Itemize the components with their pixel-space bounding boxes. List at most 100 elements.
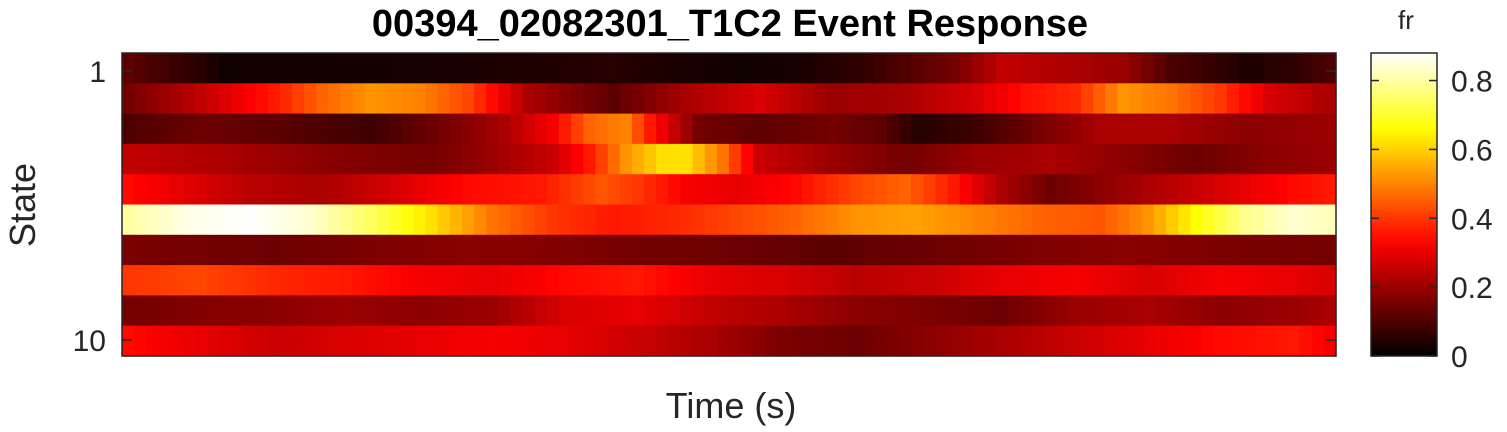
heatmap-cell — [656, 113, 669, 145]
heatmap-cell — [789, 204, 803, 236]
heatmap-cell — [437, 265, 451, 296]
heatmap-cell — [267, 295, 281, 327]
heatmap-cell — [1226, 295, 1240, 327]
heatmap-cell — [1178, 295, 1191, 327]
heatmap-cell — [911, 295, 924, 327]
heatmap-row-state-4 — [122, 143, 1337, 175]
heatmap-cell — [352, 204, 366, 236]
heatmap-cell — [996, 234, 1009, 266]
heatmap-cell — [656, 295, 669, 327]
heatmap-cell — [1202, 295, 1216, 327]
heatmap-cell — [534, 83, 548, 115]
heatmap-cell — [449, 83, 463, 115]
heatmap-cell — [971, 143, 985, 175]
heatmap-cell — [486, 234, 499, 266]
heatmap-cell — [182, 113, 196, 145]
heatmap-cell — [813, 265, 827, 296]
heatmap-cell — [279, 325, 293, 357]
heatmap-cell — [741, 204, 754, 236]
heatmap-cell — [898, 295, 912, 327]
heatmap-cell — [1081, 174, 1094, 206]
heatmap-cell — [862, 204, 876, 236]
heatmap-cell — [243, 83, 257, 115]
heatmap-cell — [886, 295, 900, 327]
heatmap-cell — [813, 53, 827, 84]
heatmap-cell — [862, 113, 876, 145]
heatmap-cell — [1117, 113, 1131, 145]
heatmap-cell — [838, 143, 851, 175]
heatmap-cell — [534, 234, 548, 266]
heatmap-cell — [971, 295, 985, 327]
heatmap-cell — [1166, 204, 1179, 236]
heatmap-cell — [122, 174, 135, 206]
heatmap-cell — [498, 113, 512, 145]
heatmap-cell — [886, 113, 900, 145]
heatmap-cell — [680, 234, 694, 266]
x-axis-label: Time (s) — [666, 385, 797, 426]
heatmap-row-state-6 — [122, 204, 1337, 236]
heatmap-cell — [231, 204, 244, 236]
heatmap-cell — [656, 83, 669, 115]
heatmap-cell — [1008, 113, 1021, 145]
heatmap-cell — [194, 174, 208, 206]
heatmap-cell — [1202, 113, 1216, 145]
heatmap-cell — [559, 295, 572, 327]
heatmap-cell — [134, 325, 147, 357]
heatmap-cell — [559, 113, 572, 145]
heatmap-cell — [243, 234, 257, 266]
heatmap-cell — [122, 204, 135, 236]
heatmap-cell — [935, 83, 949, 115]
heatmap-cell — [219, 113, 232, 145]
heatmap-cell — [425, 325, 439, 357]
heatmap-cell — [874, 53, 888, 84]
heatmap-cell — [729, 265, 742, 296]
heatmap-cell — [134, 265, 147, 296]
heatmap-cell — [716, 234, 730, 266]
heatmap-cell — [425, 174, 439, 206]
heatmap-row-state-8 — [122, 265, 1337, 296]
heatmap-cell — [194, 234, 208, 266]
heatmap-cell — [571, 143, 584, 175]
heatmap-cell — [753, 265, 767, 296]
heatmap-cell — [826, 204, 839, 236]
heatmap-cell — [474, 204, 487, 236]
heatmap-cell — [644, 83, 657, 115]
heatmap-cell — [1081, 295, 1094, 327]
heatmap-cell — [219, 204, 232, 236]
heatmap-cell — [1311, 265, 1325, 296]
heatmap-cell — [376, 174, 390, 206]
heatmap-cell — [595, 143, 609, 175]
heatmap-cell — [947, 295, 961, 327]
heatmap-cell — [631, 53, 645, 84]
heatmap-cell — [1214, 295, 1228, 327]
heatmap-cell — [923, 234, 936, 266]
heatmap-cell — [850, 204, 864, 236]
heatmap-cell — [753, 204, 767, 236]
heatmap-cell — [376, 325, 390, 357]
heatmap-cell — [291, 265, 305, 296]
heatmap-cell — [607, 174, 621, 206]
heatmap-cell — [729, 53, 742, 84]
heatmap-cell — [1263, 295, 1276, 327]
heatmap-cell — [182, 325, 196, 357]
heatmap-cell — [1105, 234, 1119, 266]
heatmap-cell — [1020, 234, 1034, 266]
heatmap-cell — [267, 113, 281, 145]
heatmap-cell — [194, 53, 208, 84]
heatmap-cell — [559, 143, 572, 175]
heatmap-cell — [631, 174, 645, 206]
heatmap-cell — [474, 83, 487, 115]
heatmap-cell — [1117, 143, 1131, 175]
heatmap-cell — [1068, 204, 1082, 236]
heatmap-cell — [874, 234, 888, 266]
heatmap-cell — [1251, 295, 1264, 327]
heatmap-cell — [267, 83, 281, 115]
heatmap-cell — [486, 83, 499, 115]
heatmap-cell — [1068, 113, 1082, 145]
heatmap-cell — [1056, 204, 1070, 236]
heatmap-cell — [753, 295, 767, 327]
heatmap-cell — [304, 53, 317, 84]
heatmap-cell — [194, 83, 208, 115]
heatmap-cell — [1032, 295, 1046, 327]
heatmap-cell — [376, 295, 390, 327]
